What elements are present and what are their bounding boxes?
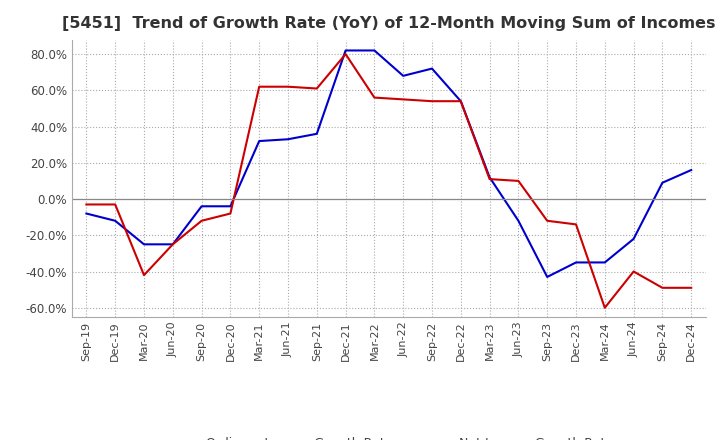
Ordinary Income Growth Rate bbox=[140, 242, 148, 247]
Net Income Growth Rate bbox=[399, 97, 408, 102]
Ordinary Income Growth Rate bbox=[572, 260, 580, 265]
Ordinary Income Growth Rate bbox=[687, 167, 696, 172]
Net Income Growth Rate bbox=[428, 99, 436, 104]
Net Income Growth Rate bbox=[485, 176, 494, 182]
Ordinary Income Growth Rate bbox=[600, 260, 609, 265]
Net Income Growth Rate bbox=[572, 222, 580, 227]
Title: [5451]  Trend of Growth Rate (YoY) of 12-Month Moving Sum of Incomes: [5451] Trend of Growth Rate (YoY) of 12-… bbox=[62, 16, 716, 32]
Ordinary Income Growth Rate bbox=[629, 236, 638, 242]
Ordinary Income Growth Rate bbox=[456, 99, 465, 104]
Net Income Growth Rate bbox=[140, 272, 148, 278]
Net Income Growth Rate bbox=[226, 211, 235, 216]
Ordinary Income Growth Rate bbox=[514, 218, 523, 224]
Net Income Growth Rate bbox=[370, 95, 379, 100]
Ordinary Income Growth Rate bbox=[428, 66, 436, 71]
Net Income Growth Rate bbox=[168, 242, 177, 247]
Ordinary Income Growth Rate bbox=[341, 48, 350, 53]
Ordinary Income Growth Rate bbox=[255, 139, 264, 144]
Ordinary Income Growth Rate bbox=[197, 204, 206, 209]
Ordinary Income Growth Rate bbox=[543, 274, 552, 279]
Net Income Growth Rate bbox=[111, 202, 120, 207]
Net Income Growth Rate bbox=[687, 285, 696, 290]
Legend: Ordinary Income Growth Rate, Net Income Growth Rate: Ordinary Income Growth Rate, Net Income … bbox=[160, 432, 618, 440]
Net Income Growth Rate bbox=[629, 269, 638, 274]
Net Income Growth Rate bbox=[543, 218, 552, 224]
Ordinary Income Growth Rate bbox=[658, 180, 667, 185]
Net Income Growth Rate bbox=[456, 99, 465, 104]
Ordinary Income Growth Rate bbox=[312, 131, 321, 136]
Net Income Growth Rate bbox=[514, 178, 523, 183]
Net Income Growth Rate bbox=[255, 84, 264, 89]
Ordinary Income Growth Rate bbox=[370, 48, 379, 53]
Net Income Growth Rate bbox=[341, 51, 350, 57]
Ordinary Income Growth Rate bbox=[485, 175, 494, 180]
Ordinary Income Growth Rate bbox=[168, 242, 177, 247]
Line: Ordinary Income Growth Rate: Ordinary Income Growth Rate bbox=[86, 51, 691, 277]
Net Income Growth Rate bbox=[658, 285, 667, 290]
Net Income Growth Rate bbox=[284, 84, 292, 89]
Ordinary Income Growth Rate bbox=[111, 218, 120, 224]
Net Income Growth Rate bbox=[600, 305, 609, 310]
Net Income Growth Rate bbox=[197, 218, 206, 224]
Net Income Growth Rate bbox=[82, 202, 91, 207]
Ordinary Income Growth Rate bbox=[399, 73, 408, 78]
Ordinary Income Growth Rate bbox=[226, 204, 235, 209]
Net Income Growth Rate bbox=[312, 86, 321, 91]
Ordinary Income Growth Rate bbox=[82, 211, 91, 216]
Line: Net Income Growth Rate: Net Income Growth Rate bbox=[86, 54, 691, 308]
Ordinary Income Growth Rate bbox=[284, 136, 292, 142]
